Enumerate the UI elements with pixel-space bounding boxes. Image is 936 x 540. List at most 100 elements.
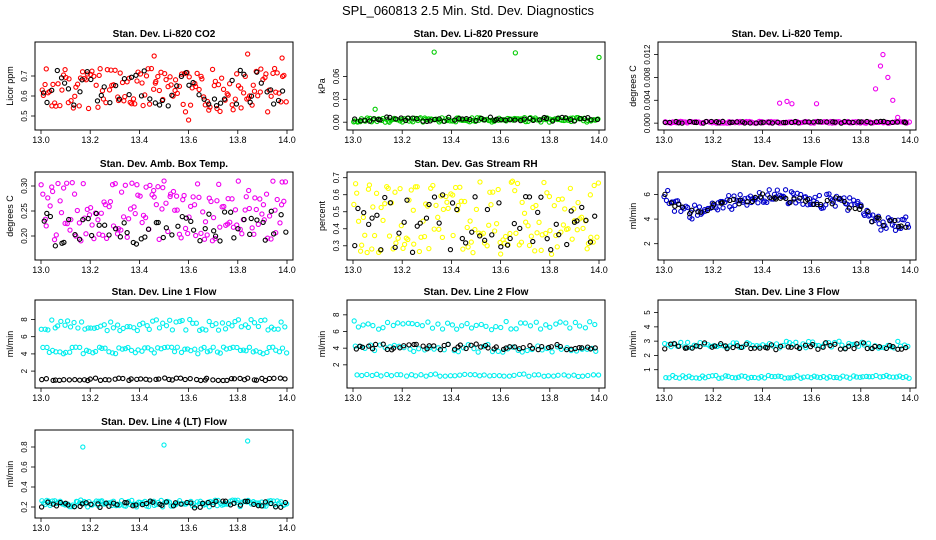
point-yellow [514, 180, 521, 187]
point-black [903, 344, 909, 351]
point-cyan [411, 348, 417, 355]
point-red [162, 71, 168, 77]
point-cyan [270, 344, 276, 350]
data-points [38, 438, 290, 511]
point-yellow [452, 184, 459, 191]
point-black [275, 97, 282, 104]
point-cyan [663, 375, 669, 381]
point-blue [771, 191, 778, 197]
point-black [81, 377, 88, 383]
point-magenta [142, 214, 149, 221]
point-cyan [418, 372, 424, 378]
point-magenta [57, 198, 63, 204]
point-cyan [203, 327, 209, 333]
point-cyan [593, 348, 599, 354]
point-magenta-outlier [880, 51, 886, 58]
point-magenta [151, 194, 157, 200]
point-cyan [248, 317, 254, 323]
point-black [676, 343, 682, 349]
x-tick-label: 14.0 [901, 135, 919, 145]
plot-frame [657, 41, 917, 131]
y-tick-label: 2 [20, 368, 29, 373]
y-tick-label: 6 [643, 192, 652, 197]
point-black [854, 341, 860, 347]
point-cyan [772, 373, 778, 380]
point-cyan [360, 322, 366, 328]
point-black [417, 220, 423, 226]
point-cyan [527, 323, 534, 329]
point-cyan [400, 321, 406, 327]
point-black [206, 211, 212, 217]
point-magenta [120, 214, 127, 220]
point-black [759, 191, 766, 197]
point-cyan [449, 322, 456, 328]
point-yellow [433, 202, 439, 209]
panel-10: Stan. Dev. Line 4 (LT) Flow ml/min 13.0 13.… [5, 417, 296, 533]
point-yellow [543, 230, 549, 237]
point-cyan [120, 325, 126, 332]
point-cyan [229, 323, 235, 329]
point-black [472, 194, 478, 200]
point-magenta [847, 120, 853, 126]
point-blue [864, 207, 870, 214]
point-cyan [238, 324, 244, 330]
point-black [850, 119, 856, 126]
point-cyan [780, 342, 786, 349]
point-black [262, 499, 269, 505]
point-black [856, 119, 862, 125]
point-cyan [465, 342, 471, 348]
point-magenta [252, 195, 258, 201]
point-black [851, 345, 857, 352]
point-black [521, 116, 527, 122]
point-cyan [735, 374, 742, 380]
point-magenta-outlier [890, 97, 896, 103]
x-tick-label: 13.8 [852, 265, 870, 275]
point-magenta [210, 214, 217, 221]
point-yellow [421, 233, 428, 240]
point-black [537, 117, 543, 123]
point-magenta [274, 196, 280, 203]
point-black [126, 91, 132, 98]
point-black [404, 197, 410, 203]
point-cyan [500, 349, 506, 355]
point-black [456, 116, 462, 122]
y-tick-label: 0.5 [20, 110, 29, 122]
point-cyan [571, 372, 577, 378]
point-black [266, 375, 273, 382]
point-black [481, 117, 488, 123]
point-red [283, 99, 289, 105]
point-black [760, 119, 766, 125]
point-red [178, 71, 185, 77]
point-magenta [99, 232, 106, 238]
point-black [401, 219, 407, 225]
point-cyan [183, 327, 189, 333]
point-blue [729, 206, 735, 212]
point-cyan [201, 344, 207, 351]
x-tick-label: 13.2 [393, 265, 411, 275]
point-cyan [91, 325, 97, 331]
point-black [128, 74, 135, 80]
point-black [889, 119, 896, 126]
point-cyan [214, 349, 221, 355]
point-cyan [161, 344, 168, 351]
point-black [268, 500, 274, 507]
point-black [543, 115, 550, 122]
x-tick-label: 13.4 [443, 265, 461, 275]
point-cyan [794, 373, 800, 379]
point-yellow [512, 187, 518, 194]
x-tick-label: 13.4 [443, 393, 461, 403]
point-cyan [553, 321, 559, 327]
point-black [178, 501, 184, 507]
point-magenta [107, 199, 114, 205]
point-red [121, 98, 127, 104]
point-magenta-outlier [776, 100, 783, 106]
point-cyan [785, 375, 791, 381]
point-cyan [847, 375, 853, 381]
x-tick-label: 13.2 [393, 135, 411, 145]
point-black [671, 341, 678, 347]
point-yellow [560, 222, 567, 228]
x-tick-label: 13.0 [32, 135, 50, 145]
point-black [507, 344, 513, 350]
point-black [734, 119, 740, 125]
